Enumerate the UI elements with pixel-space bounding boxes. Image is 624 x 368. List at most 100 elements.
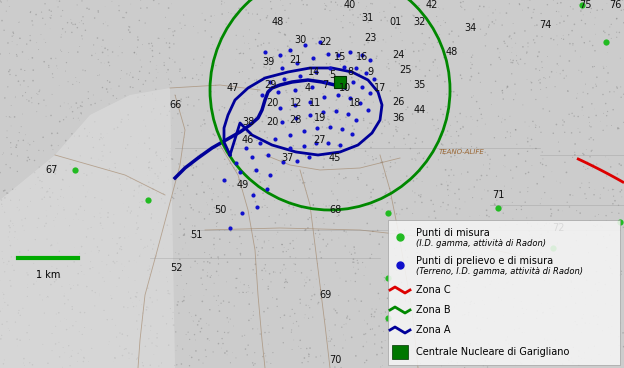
Point (360, 360, 370, 365)
Point (540, 20, 550, 26)
Point (616, 94, 624, 100)
Point (512, 206, 522, 212)
Point (137, 42, 147, 47)
Point (220, 105, 230, 111)
Point (36, 185, 46, 191)
Point (320, 6, 330, 12)
Point (241, 89, 251, 95)
Point (516, 298, 526, 304)
Point (393, 272, 403, 277)
Point (444, 173, 454, 178)
Point (120, 145, 130, 151)
Point (246, 57, 256, 63)
Point (120, 235, 130, 241)
Point (298, 49, 308, 55)
Point (14, 197, 24, 203)
Point (78, 14, 88, 20)
Point (98, 37, 108, 43)
Point (242, 130, 252, 135)
Point (145, 328, 155, 334)
Point (259, 196, 269, 202)
Point (466, 131, 476, 137)
Point (137, 104, 147, 110)
Point (144, 165, 154, 171)
Point (108, 236, 118, 241)
Point (569, 286, 579, 291)
Point (344, 249, 354, 255)
Point (69, 115, 79, 121)
Point (163, 177, 173, 183)
Point (433, 125, 443, 131)
Point (438, 112, 448, 117)
Point (595, 195, 605, 201)
Point (74, 216, 84, 222)
Point (47, 330, 57, 336)
Point (509, 97, 519, 103)
Point (51, 167, 61, 173)
Point (331, 208, 341, 213)
Point (154, 1, 164, 7)
Point (442, 128, 452, 134)
Point (255, 17, 265, 23)
Point (162, 151, 172, 156)
Point (22, 204, 32, 209)
Point (308, 314, 318, 320)
Point (589, 106, 599, 112)
Point (349, 104, 359, 110)
Point (540, 75, 550, 81)
Point (47, 263, 57, 269)
Point (6, 218, 16, 224)
Point (504, 279, 514, 285)
Point (173, 139, 183, 145)
Point (208, 208, 218, 214)
Point (170, 92, 180, 98)
Point (152, 297, 162, 303)
Point (403, 318, 413, 324)
Point (401, 351, 411, 357)
Point (399, 135, 409, 141)
Point (119, 304, 129, 310)
Point (341, 321, 351, 327)
Point (41, 21, 51, 27)
Point (338, 25, 348, 31)
Point (464, 330, 474, 336)
Point (304, 302, 314, 308)
Point (575, 129, 585, 135)
Point (433, 289, 443, 294)
Point (140, 78, 150, 84)
Point (593, 247, 603, 253)
Point (451, 318, 461, 324)
Point (539, 24, 548, 30)
Point (377, 131, 387, 137)
Point (80, 325, 90, 330)
Point (368, 187, 378, 192)
Point (286, 329, 296, 335)
Point (248, 290, 258, 296)
Point (186, 264, 196, 270)
Point (96, 206, 106, 212)
Point (140, 20, 150, 26)
Point (438, 114, 448, 120)
Point (273, 47, 283, 53)
Point (311, 41, 321, 47)
Point (42, 188, 52, 194)
Point (59, 290, 69, 296)
Point (406, 78, 416, 84)
Point (281, 279, 291, 284)
Point (373, 227, 383, 233)
Point (4, 68, 14, 74)
Point (384, 121, 394, 127)
Point (59, 117, 69, 123)
Point (442, 256, 452, 262)
Point (482, 207, 492, 213)
Point (558, 68, 568, 74)
Point (90, 15, 100, 21)
Point (71, 319, 81, 325)
Point (486, 278, 496, 284)
Point (471, 341, 481, 347)
Point (439, 287, 449, 293)
Point (110, 322, 120, 328)
Point (100, 19, 110, 25)
Point (406, 226, 416, 232)
Point (152, 190, 162, 196)
